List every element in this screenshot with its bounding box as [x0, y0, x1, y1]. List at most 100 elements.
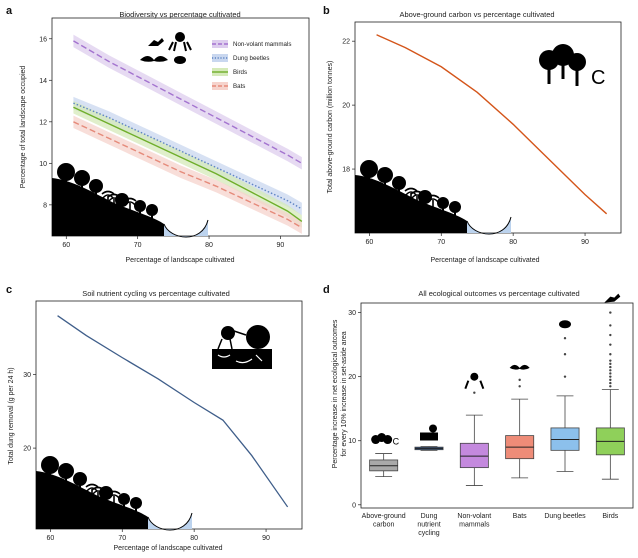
series-line-dung-beetles — [73, 102, 303, 210]
palm-tree — [107, 193, 121, 209]
panel-b-title: Above-ground carbon vs percentage cultiv… — [399, 10, 554, 19]
panel-b-xtick-label: 60 — [365, 239, 373, 246]
panel-a-xtick-label: 90 — [277, 242, 285, 249]
bat-icon — [140, 56, 168, 62]
category-label-above-ground-carbon: carbon — [373, 522, 395, 529]
tree-crown — [130, 497, 142, 509]
box-birds — [595, 311, 625, 480]
tree-crown — [360, 160, 378, 178]
outlier-point — [609, 365, 612, 369]
panel-a-legend: Non-volant mammals Dung beetles Birds Bats — [212, 40, 291, 90]
tree-crown — [392, 176, 406, 190]
legend-label-birds: Birds — [233, 69, 247, 76]
outlier-point — [609, 359, 612, 362]
category-icon-birds — [604, 293, 621, 303]
monkey-icon — [470, 372, 479, 381]
landscape-hill — [52, 178, 168, 236]
panel-c-xtick-label: 80 — [190, 535, 198, 542]
box-non-volant-mammals — [459, 391, 489, 486]
panel-a-ytick-label: 16 — [39, 36, 47, 43]
panel-a-plot-area: 60 70 80 90 8 10 12 14 16 Non-volant mammals Dung … — [39, 17, 310, 249]
legend-label-dung-beetles: Dung beetles — [233, 55, 269, 62]
landscape-water — [148, 513, 192, 530]
legend-label-bats: Bats — [233, 83, 245, 90]
panel-c-nutrient-cycling: c Soil nutrient cycling vs percentage cu… — [0, 279, 319, 558]
panel-b-landscape — [355, 160, 512, 235]
panel-a-clip-group — [73, 34, 303, 234]
panel-c-beetle-ball-icon — [212, 325, 272, 369]
panel-a-xtick-label: 60 — [62, 242, 70, 249]
panel-d-ylabel-line2: for every 10% increase in set-aside area — [341, 331, 348, 456]
category-icon-dung-nutrient-cycling — [420, 424, 438, 441]
panel-b-ylabel: Total above-ground carbon (million tonne… — [327, 61, 334, 194]
tree-icon — [383, 435, 393, 445]
panel-a-ylabel: Percentage of total landscape occupied — [20, 66, 27, 189]
panel-d-svg: d All ecological outcomes vs percentage … — [323, 284, 634, 537]
panel-b-svg: b Above-ground carbon vs percentage cult… — [323, 5, 622, 264]
panel-a-xtick-label: 70 — [134, 242, 142, 249]
beetle-body-icon — [221, 326, 235, 340]
panel-c-xtick-label: 90 — [262, 535, 270, 542]
outlier-point — [609, 343, 612, 346]
soil-block-icon — [420, 432, 438, 441]
category-icon-dung-beetles — [559, 320, 571, 329]
outlier-point — [518, 385, 521, 388]
panel-b-xtick-label: 70 — [437, 239, 445, 246]
tree-crown — [58, 463, 74, 479]
panel-d-ytick-label: 0 — [352, 502, 356, 509]
panel-c-title: Soil nutrient cycling vs percentage cult… — [82, 289, 230, 298]
outlier-point — [518, 378, 521, 382]
panel-d-frame — [360, 302, 634, 509]
landscape-hill — [36, 471, 152, 529]
tree-crown — [437, 197, 449, 209]
tree-crown — [41, 456, 59, 474]
series-line-carbon — [376, 34, 608, 215]
box-dung-nutrient-cycling — [414, 446, 444, 451]
panel-c-clip-group — [57, 315, 289, 508]
palm-tree — [107, 490, 121, 506]
outlier-point — [473, 391, 476, 394]
panel-a-xlabel: Percentage of landscape cultivated — [126, 257, 235, 264]
series-line-birds — [73, 106, 303, 223]
palm-tree — [101, 190, 115, 206]
palm-tree — [404, 187, 418, 203]
panel-d-title: All ecological outcomes vs percentage cu… — [418, 289, 579, 298]
beetle-icon — [559, 320, 571, 329]
series-line-dung-removal — [57, 315, 289, 508]
panel-c-svg: c Soil nutrient cycling vs percentage cu… — [6, 284, 303, 552]
outlier-point — [609, 362, 612, 366]
panel-a-svg: a Biodiversity vs percentage cultivated … — [6, 5, 310, 264]
panel-a-ytick-label: 10 — [39, 161, 47, 168]
landscape-water — [467, 217, 511, 234]
box-above-ground-carbon — [369, 453, 399, 478]
panel-a-biodiversity: a Biodiversity vs percentage cultivated … — [0, 0, 319, 279]
palm-tree — [123, 197, 137, 213]
panel-d-ytick-label: 30 — [348, 310, 356, 317]
panel-c-ytick-label: 30 — [23, 372, 31, 379]
beetle-icon — [174, 56, 186, 64]
panel-c-landscape — [36, 456, 193, 531]
water-outline — [466, 216, 512, 235]
panel-c-xlabel: Percentage of landscape cultivated — [114, 545, 223, 552]
tree-crown — [73, 472, 87, 486]
panel-a-xtick-label: 80 — [205, 242, 213, 249]
tree-crown — [134, 200, 146, 212]
monkey-limbs-icon — [168, 41, 192, 52]
category-label-birds: Birds — [602, 513, 618, 520]
category-label-dung-beetles: Dung beetles — [544, 513, 586, 520]
panel-c-plot-area: 60 70 80 90 20 30 — [23, 300, 303, 542]
outlier-point — [609, 333, 612, 337]
panel-c-ytick-label: 20 — [23, 446, 31, 453]
series-band-bats — [73, 115, 302, 234]
panel-b-ytick-label: 20 — [342, 103, 350, 110]
panel-d-ytick-label: 10 — [348, 438, 356, 445]
outlier-point — [609, 372, 612, 375]
series-band-birds — [73, 101, 302, 228]
tree-trunk-icon — [561, 61, 565, 79]
panel-b-clip-group — [376, 34, 608, 215]
panel-c-xtick-label: 70 — [118, 535, 126, 542]
panel-b-letter: b — [323, 5, 330, 17]
box-bats — [505, 378, 535, 479]
landscape-hill — [355, 175, 471, 233]
category-label-dung-nutrient-cycling: cycling — [418, 530, 440, 537]
